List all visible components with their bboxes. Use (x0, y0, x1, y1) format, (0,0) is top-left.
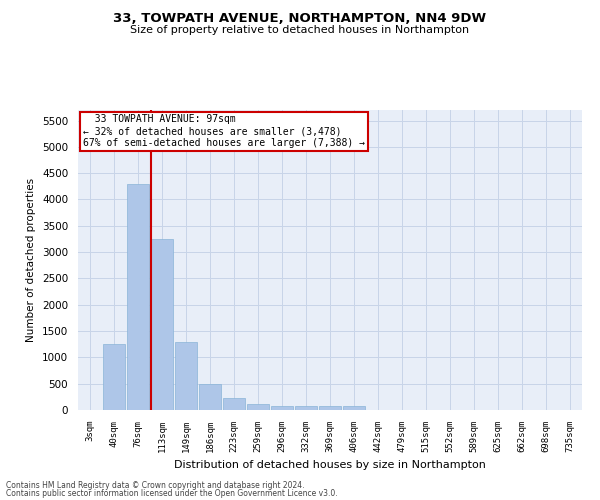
Text: Size of property relative to detached houses in Northampton: Size of property relative to detached ho… (130, 25, 470, 35)
Bar (103, 344, 125, 410)
X-axis label: Distribution of detached houses by size in Northampton: Distribution of detached houses by size … (174, 460, 486, 470)
Bar (199, 384, 221, 410)
Bar (127, 184, 149, 410)
Bar (295, 406, 317, 410)
Bar (319, 406, 341, 410)
Bar (343, 406, 365, 410)
Bar (223, 398, 245, 410)
Bar (247, 404, 269, 410)
Text: 33 TOWPATH AVENUE: 97sqm
← 32% of detached houses are smaller (3,478)
67% of sem: 33 TOWPATH AVENUE: 97sqm ← 32% of detach… (83, 114, 365, 148)
Text: Contains public sector information licensed under the Open Government Licence v3: Contains public sector information licen… (6, 489, 338, 498)
Bar (151, 239, 173, 410)
Bar (175, 342, 197, 410)
Bar (271, 406, 293, 410)
Text: 33, TOWPATH AVENUE, NORTHAMPTON, NN4 9DW: 33, TOWPATH AVENUE, NORTHAMPTON, NN4 9DW (113, 12, 487, 26)
Text: Contains HM Land Registry data © Crown copyright and database right 2024.: Contains HM Land Registry data © Crown c… (6, 480, 305, 490)
Y-axis label: Number of detached properties: Number of detached properties (26, 178, 37, 342)
